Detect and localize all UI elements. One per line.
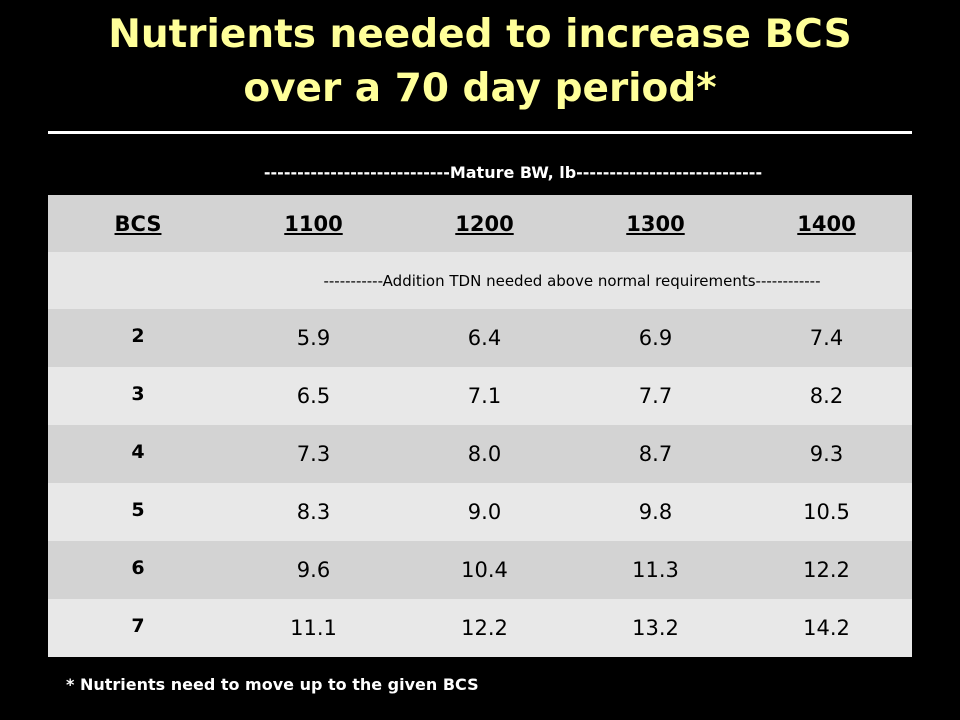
- value-cell: 14.2: [741, 599, 912, 657]
- bcs-cell: 4: [48, 425, 228, 483]
- value-cell: 8.7: [570, 425, 741, 483]
- table-row: 3 6.5 7.1 7.7 8.2: [48, 367, 912, 425]
- value-cell: 8.3: [228, 483, 399, 541]
- value-cell: 11.1: [228, 599, 399, 657]
- value-cell: 13.2: [570, 599, 741, 657]
- table-row: 4 7.3 8.0 8.7 9.3: [48, 425, 912, 483]
- value-cell: 5.9: [228, 309, 399, 367]
- value-cell: 10.5: [741, 483, 912, 541]
- tdn-subheader: -----------Addition TDN needed above nor…: [228, 252, 912, 309]
- value-cell: 6.5: [228, 367, 399, 425]
- value-cell: 7.3: [228, 425, 399, 483]
- bcs-cell: 6: [48, 541, 228, 599]
- value-cell: 10.4: [399, 541, 570, 599]
- table-row: 5 8.3 9.0 9.8 10.5: [48, 483, 912, 541]
- table-row: 7 11.1 12.2 13.2 14.2: [48, 599, 912, 657]
- slide-title: Nutrients needed to increase BCS over a …: [0, 8, 960, 116]
- value-cell: 6.9: [570, 309, 741, 367]
- table-row: 6 9.6 10.4 11.3 12.2: [48, 541, 912, 599]
- table-row: 2 5.9 6.4 6.9 7.4: [48, 309, 912, 367]
- slide-title-line-2: over a 70 day period*: [243, 66, 717, 111]
- header-1300: 1300: [570, 195, 741, 252]
- bcs-cell: 7: [48, 599, 228, 657]
- mature-bw-span-label: ----------------------------Mature BW, l…: [263, 163, 763, 182]
- value-cell: 11.3: [570, 541, 741, 599]
- value-cell: 12.2: [741, 541, 912, 599]
- header-1100: 1100: [228, 195, 399, 252]
- value-cell: 7.7: [570, 367, 741, 425]
- value-cell: 9.3: [741, 425, 912, 483]
- header-bcs: BCS: [48, 195, 228, 252]
- footnote: * Nutrients need to move up to the given…: [66, 675, 479, 694]
- nutrients-table: BCS 1100 1200 1300 1400 -----------Addit…: [48, 195, 912, 657]
- header-1200: 1200: [399, 195, 570, 252]
- value-cell: 9.6: [228, 541, 399, 599]
- table-header-row: BCS 1100 1200 1300 1400: [48, 195, 912, 252]
- bcs-cell: 2: [48, 309, 228, 367]
- bcs-cell: 3: [48, 367, 228, 425]
- slide-title-line-1: Nutrients needed to increase BCS: [108, 12, 852, 57]
- value-cell: 7.1: [399, 367, 570, 425]
- value-cell: 8.0: [399, 425, 570, 483]
- value-cell: 8.2: [741, 367, 912, 425]
- title-divider: [48, 131, 912, 134]
- value-cell: 7.4: [741, 309, 912, 367]
- value-cell: 6.4: [399, 309, 570, 367]
- bcs-cell: 5: [48, 483, 228, 541]
- header-1400: 1400: [741, 195, 912, 252]
- value-cell: 9.8: [570, 483, 741, 541]
- table-subheader-row: -----------Addition TDN needed above nor…: [48, 252, 912, 309]
- value-cell: 9.0: [399, 483, 570, 541]
- subheader-empty-cell: [48, 252, 228, 309]
- value-cell: 12.2: [399, 599, 570, 657]
